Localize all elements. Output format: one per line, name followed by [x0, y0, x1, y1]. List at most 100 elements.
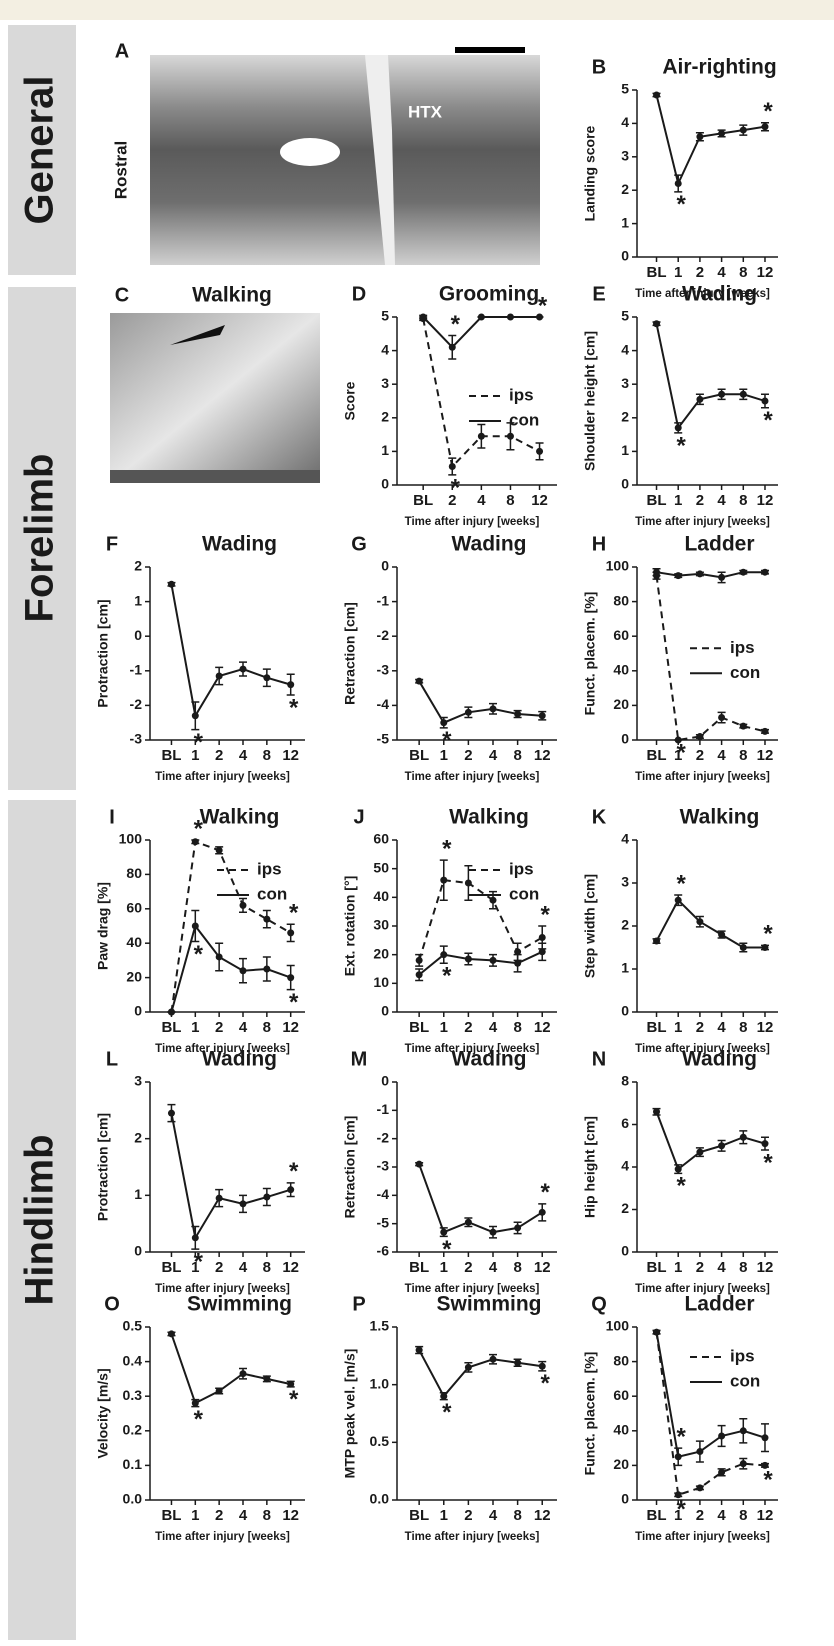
- data-point: [761, 123, 769, 131]
- y-tick-label: 80: [613, 592, 629, 608]
- x-tick-label: 2: [696, 492, 704, 509]
- panel-title: Wading: [202, 533, 277, 556]
- data-point: [477, 432, 485, 440]
- y-tick-label: 1: [621, 442, 629, 458]
- y-tick-label: 100: [606, 558, 630, 574]
- x-tick-label: 8: [263, 1019, 271, 1036]
- x-tick-label: 12: [534, 1507, 551, 1524]
- significance-marker: *: [289, 1386, 299, 1413]
- significance-marker: *: [541, 901, 551, 928]
- series-line: [655, 1111, 766, 1171]
- y-tick-label: 0: [621, 1243, 629, 1259]
- y-tick-label: 1: [621, 960, 629, 976]
- significance-marker: *: [541, 1179, 551, 1206]
- data-point: [696, 1484, 704, 1492]
- x-tick-label: 2: [464, 1507, 472, 1524]
- y-tick-label: 2: [381, 409, 389, 425]
- data-point: [440, 719, 448, 727]
- data-point: [514, 959, 522, 967]
- x-tick-label: 8: [513, 747, 521, 764]
- significance-marker: *: [451, 474, 461, 501]
- panel-title: Air-righting: [662, 56, 776, 79]
- data-point: [440, 951, 448, 959]
- image-label: HTX: [408, 102, 443, 121]
- x-axis-label: Time after injury [weeks]: [635, 771, 770, 783]
- data-point: [167, 1109, 175, 1117]
- x-tick-label: BL: [161, 747, 181, 764]
- y-tick-label: 2: [621, 917, 629, 933]
- panel-title: Wading: [451, 533, 526, 556]
- y-tick-label: 0: [621, 1491, 629, 1507]
- y-axis-label: Retraction [cm]: [342, 1116, 358, 1219]
- data-point: [514, 710, 522, 718]
- image-label: Rostral: [111, 141, 130, 200]
- y-tick-label: 1.0: [370, 1375, 390, 1391]
- y-axis-label: Protraction [cm]: [95, 599, 111, 707]
- panel-title: Walking: [680, 806, 760, 829]
- y-tick-label: 40: [373, 888, 389, 904]
- data-point: [653, 937, 661, 945]
- data-point: [653, 320, 661, 328]
- data-point: [239, 901, 247, 909]
- y-tick-label: 0: [621, 476, 629, 492]
- y-tick-label: 80: [126, 865, 142, 881]
- y-tick-label: 20: [373, 945, 389, 961]
- y-axis-label: MTP peak vel. [m/s]: [342, 1349, 358, 1479]
- panel-title: Wading: [682, 283, 757, 306]
- data-point: [761, 568, 769, 576]
- data-point: [761, 1434, 769, 1442]
- y-axis-label: Retraction [cm]: [342, 602, 358, 705]
- y-axis-label: Hip height [cm]: [582, 1116, 598, 1218]
- x-tick-label: 2: [464, 1259, 472, 1276]
- data-point: [415, 956, 423, 964]
- data-point: [538, 933, 546, 941]
- x-tick-label: 8: [513, 1019, 521, 1036]
- y-tick-label: 8: [621, 1073, 629, 1089]
- y-tick-label: 0.5: [123, 1318, 143, 1334]
- top-strip: [0, 0, 834, 20]
- y-tick-label: 0: [134, 1003, 142, 1019]
- y-tick-label: 3: [621, 375, 629, 391]
- y-tick-label: 60: [613, 627, 629, 643]
- data-point: [536, 313, 544, 321]
- data-point: [506, 313, 514, 321]
- y-tick-label: 40: [613, 662, 629, 678]
- panel-letter: L: [106, 1048, 118, 1070]
- y-axis-label: Protraction [cm]: [95, 1113, 111, 1221]
- data-point: [263, 1193, 271, 1201]
- series-line: [418, 680, 543, 724]
- data-point: [653, 568, 661, 576]
- data-point: [215, 1387, 223, 1395]
- x-tick-label: BL: [647, 1507, 667, 1524]
- data-point: [739, 1427, 747, 1435]
- y-tick-label: 4: [621, 1158, 629, 1174]
- data-point: [718, 714, 726, 722]
- data-point: [506, 432, 514, 440]
- x-tick-label: 1: [674, 747, 682, 764]
- data-point: [263, 1375, 271, 1383]
- floor: [110, 470, 320, 483]
- section-box: [8, 25, 76, 275]
- panel-letter: D: [352, 283, 366, 305]
- panel-title: Grooming: [439, 283, 539, 306]
- y-tick-label: 20: [126, 968, 142, 984]
- panel-title: Wading: [682, 1048, 757, 1071]
- data-point: [538, 948, 546, 956]
- y-tick-label: 3: [134, 1073, 142, 1089]
- series-line: [422, 316, 540, 349]
- data-point: [167, 1008, 175, 1016]
- legend-label: con: [257, 884, 287, 903]
- y-tick-label: 2: [134, 558, 142, 574]
- y-tick-label: -6: [377, 1243, 390, 1259]
- x-tick-label: 2: [464, 747, 472, 764]
- x-tick-label: 1: [674, 1019, 682, 1036]
- y-tick-label: -4: [377, 1186, 390, 1202]
- x-tick-label: 4: [717, 1019, 726, 1036]
- x-axis-label: Time after injury [weeks]: [635, 1283, 770, 1295]
- data-point: [674, 180, 682, 188]
- x-tick-label: 1: [191, 1507, 199, 1524]
- data-point: [674, 1165, 682, 1173]
- data-point: [718, 1432, 726, 1440]
- x-tick-label: 2: [215, 1259, 223, 1276]
- panel-letter: J: [353, 806, 364, 828]
